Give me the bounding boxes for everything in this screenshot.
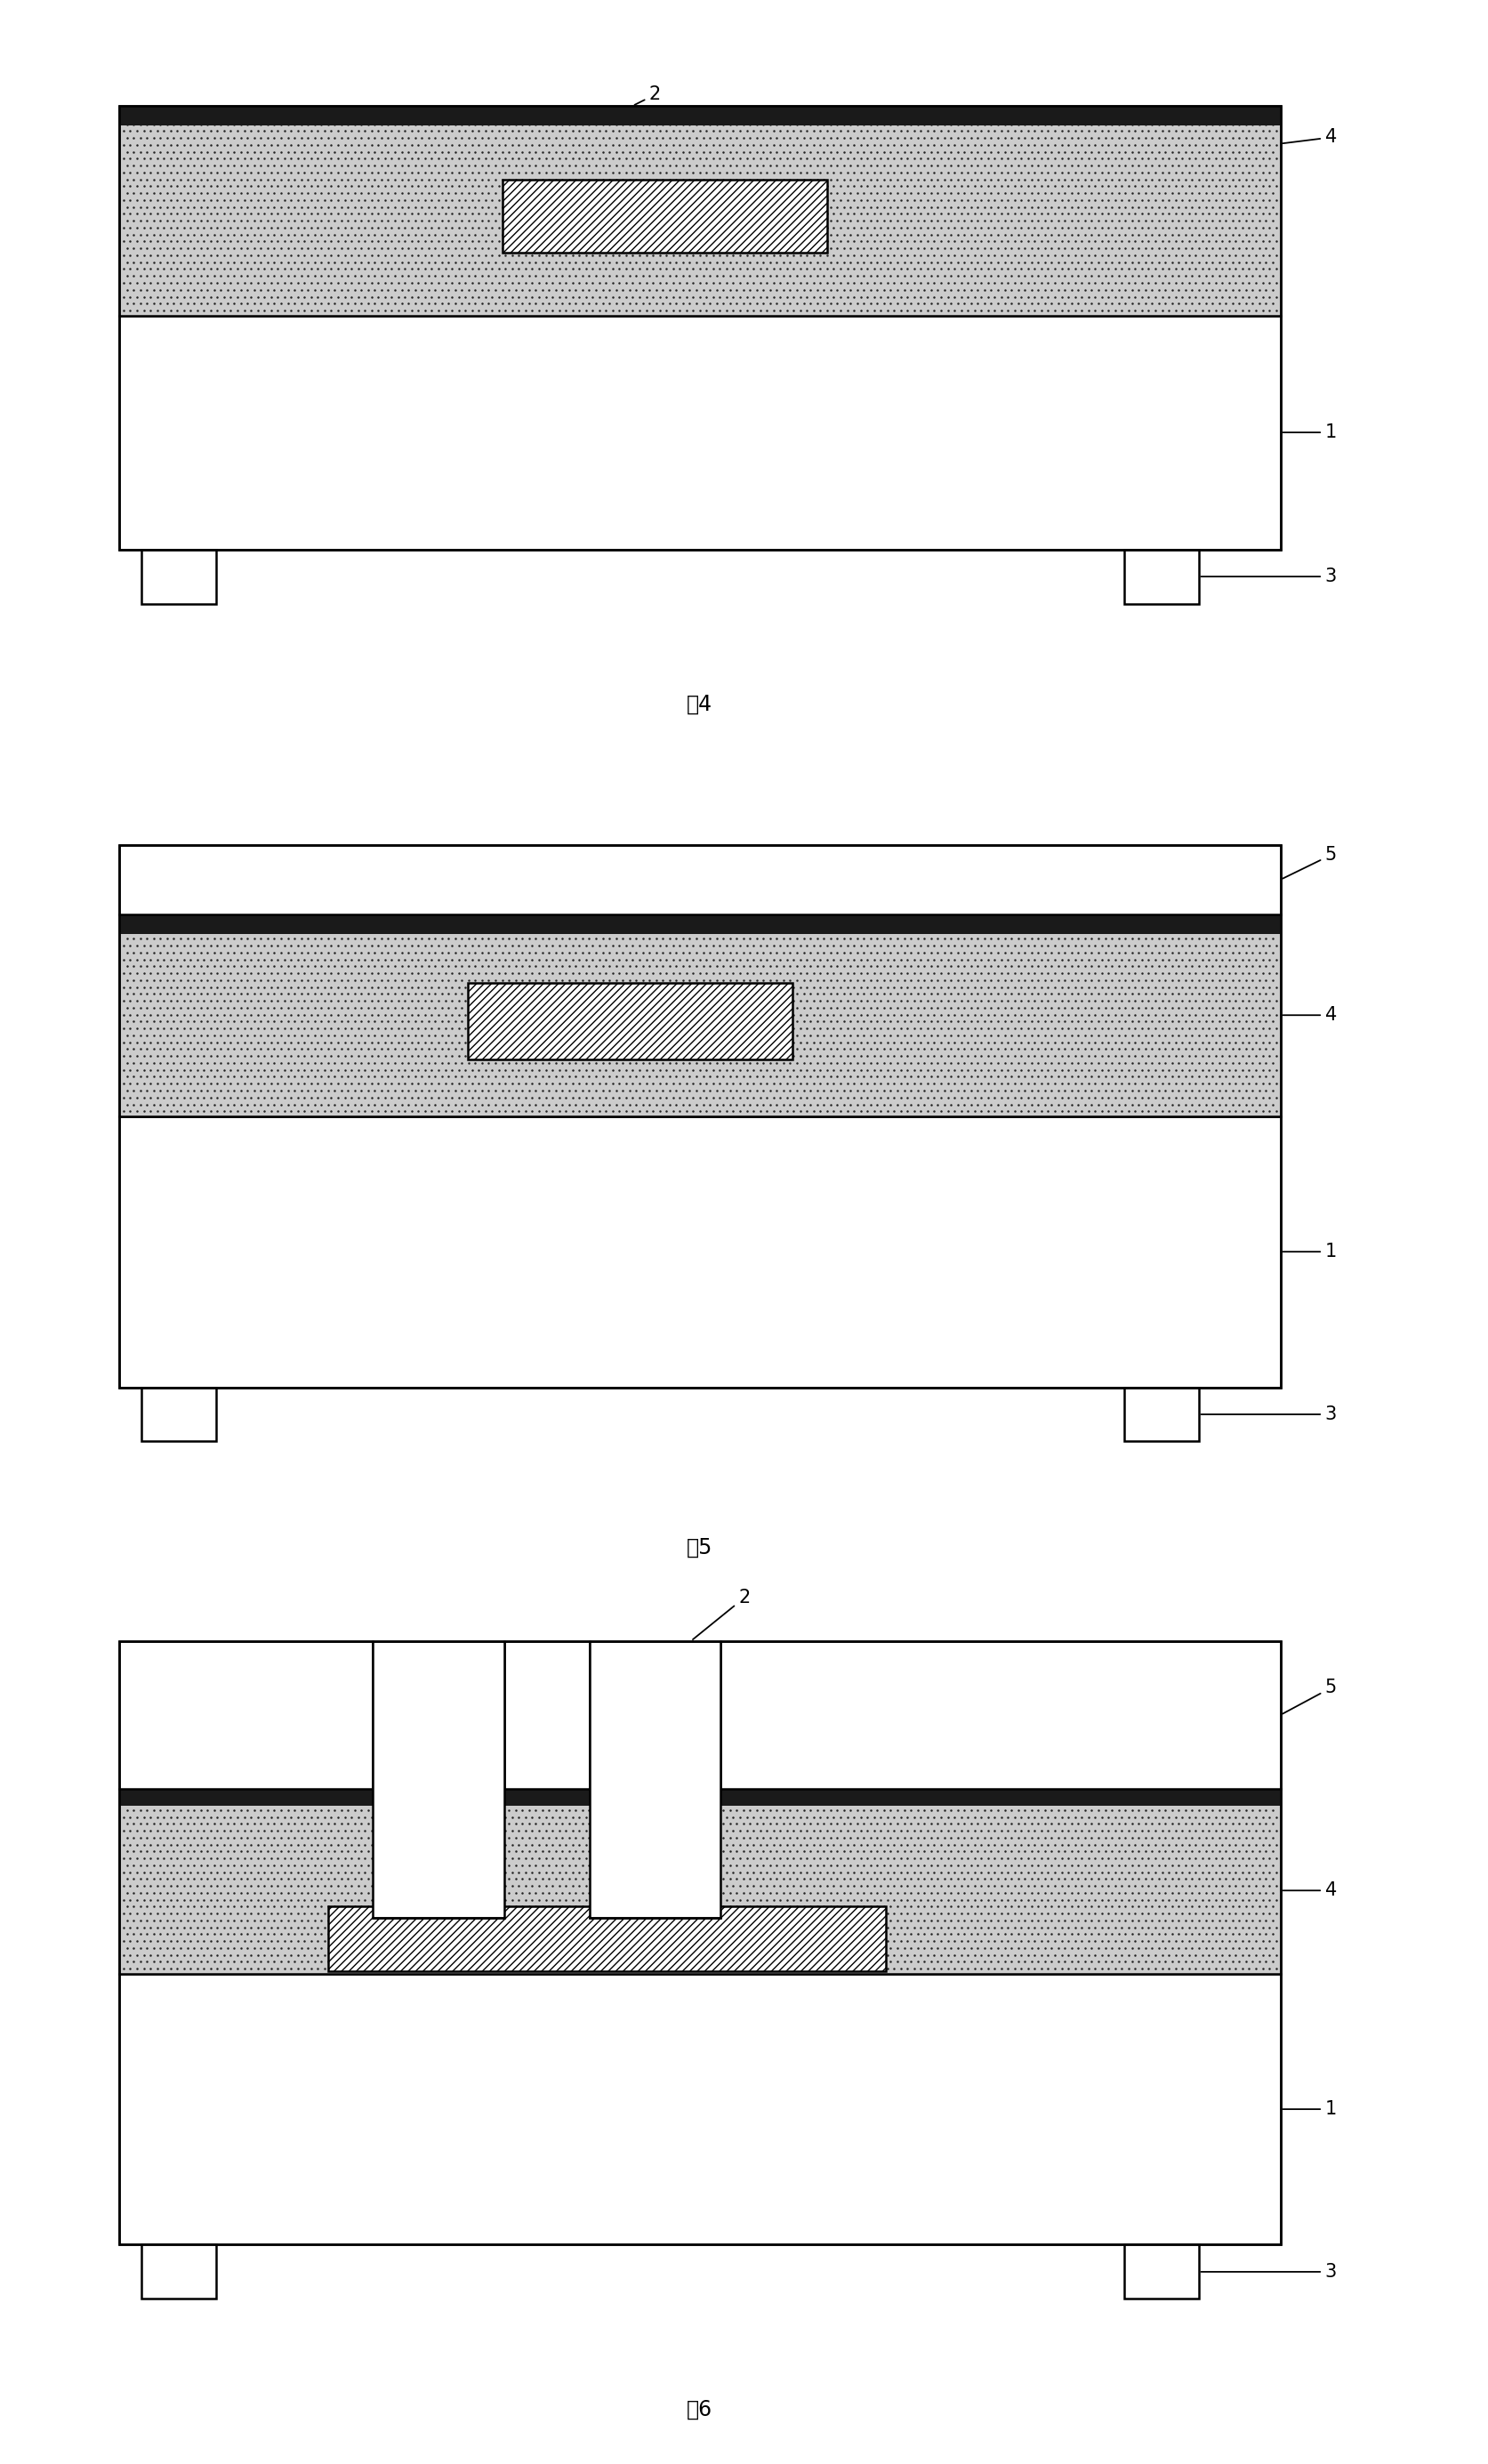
Text: 3: 3	[1201, 1404, 1336, 1424]
Bar	[119, 106, 1280, 126]
Bar	[119, 1641, 1280, 2245]
Bar	[372, 1641, 504, 1917]
Bar	[141, 2245, 216, 2299]
Text: 图5: 图5	[686, 1538, 713, 1557]
Bar	[119, 845, 1280, 914]
Bar	[504, 1641, 589, 1789]
Bar	[720, 1641, 1280, 1789]
Bar	[119, 106, 1280, 549]
Bar	[119, 106, 1280, 315]
Bar	[1123, 1387, 1198, 1441]
Bar	[119, 914, 1280, 934]
Text: 4: 4	[1283, 1005, 1336, 1025]
Text: 3: 3	[1201, 2262, 1336, 2282]
Text: 4: 4	[1283, 1882, 1336, 1900]
Text: 1: 1	[1283, 2099, 1336, 2119]
Bar	[119, 1116, 1280, 1387]
Text: 2: 2	[768, 848, 836, 892]
Bar	[1123, 549, 1198, 604]
Bar	[1123, 2245, 1198, 2299]
Bar	[119, 315, 1280, 549]
Bar	[119, 1974, 1280, 2245]
Bar	[141, 1387, 216, 1441]
Bar	[119, 845, 1280, 1387]
Text: 3: 3	[1201, 567, 1336, 586]
Text: 1: 1	[1283, 424, 1336, 441]
Bar	[119, 1789, 1280, 1806]
Text: 5: 5	[1281, 845, 1336, 880]
Bar	[119, 1641, 372, 1789]
Bar	[119, 1789, 1280, 1974]
Text: 图6: 图6	[686, 2400, 713, 2420]
Text: 2: 2	[692, 1589, 750, 1639]
Bar	[119, 914, 1280, 1116]
Text: 5: 5	[1281, 1678, 1336, 1715]
Bar	[501, 180, 827, 254]
Text: 图4: 图4	[686, 695, 713, 715]
Bar	[589, 1641, 720, 1917]
Bar	[467, 983, 792, 1060]
Bar	[141, 549, 216, 604]
Text: 2: 2	[634, 86, 661, 106]
Text: 4: 4	[1283, 128, 1336, 145]
Bar	[327, 1907, 885, 1971]
Text: 1: 1	[1283, 1242, 1336, 1262]
